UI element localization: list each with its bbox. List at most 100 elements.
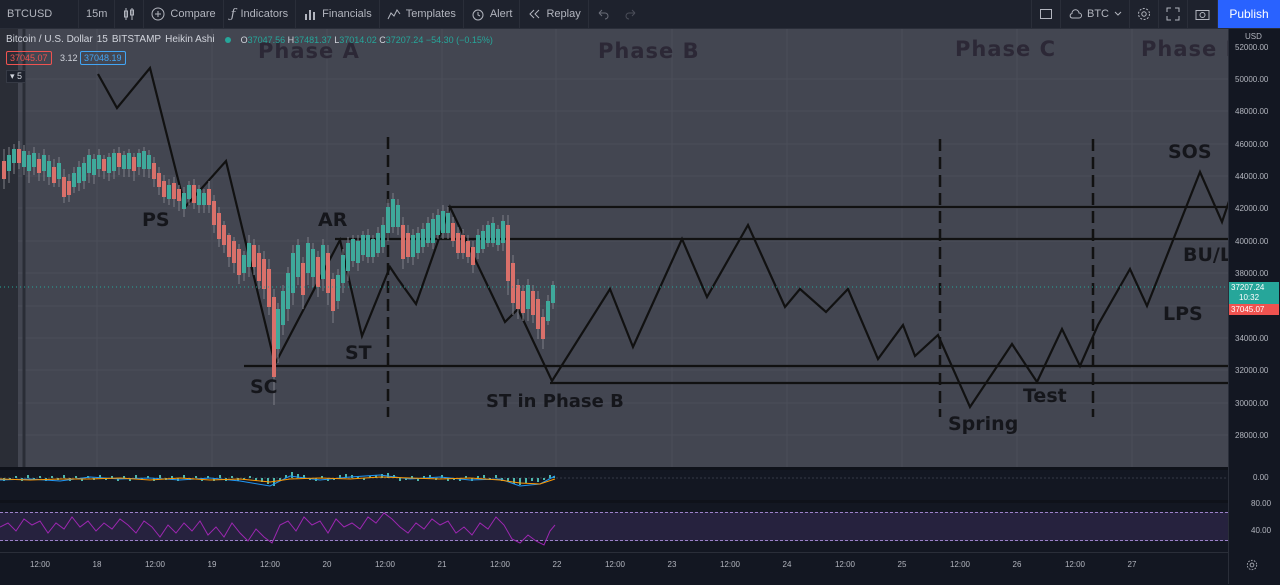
legend-exchange: BITSTAMP [111, 34, 162, 45]
spread-value: 3.12 [60, 53, 78, 63]
chart-type-button[interactable] [115, 0, 145, 28]
sos-label: SOS [1168, 141, 1212, 163]
buy-price-badge[interactable]: 37048.19 [80, 51, 126, 65]
alert-button[interactable]: Alert [464, 0, 521, 28]
phase-a-label: Phase A [258, 39, 360, 63]
price-tick: 40000.00 [1235, 237, 1269, 246]
bu-lps-label: BU/LPS [1183, 244, 1228, 266]
gear-icon [1138, 8, 1150, 20]
sell-price-badge[interactable]: 37045.07 [6, 51, 52, 65]
templates-button[interactable]: Templates [380, 0, 464, 28]
price-tick: 28000.00 [1235, 431, 1269, 440]
currency-button[interactable]: BTC [1061, 0, 1130, 28]
osc-zero-tick: 0.00 [1253, 473, 1269, 482]
phase-c-label: Phase C [955, 37, 1056, 61]
time-tick: 20 [322, 560, 332, 569]
square-icon [1040, 9, 1052, 19]
interval-button[interactable]: 15m [79, 0, 116, 28]
time-tick: 27 [1127, 560, 1137, 569]
plus-circle-icon [151, 7, 165, 21]
price-tick: 44000.00 [1235, 172, 1269, 181]
time-tick: 18 [92, 560, 102, 569]
rsi-pane[interactable] [0, 503, 1228, 552]
settings-button[interactable] [1130, 0, 1159, 28]
pane-separator[interactable] [0, 467, 1228, 470]
bar-countdown: 10:32 [1239, 293, 1260, 302]
series-legend[interactable]: Bitcoin / U.S. Dollar 15 BITSTAMP Heikin… [6, 34, 493, 45]
price-tick: 38000.00 [1235, 269, 1269, 278]
symbol-label: BTCUSD [7, 8, 53, 20]
function-icon: ƒ [230, 6, 236, 22]
price-tick: 34000.00 [1235, 334, 1269, 343]
indicators-label: Indicators [240, 8, 289, 20]
time-tick: 19 [207, 560, 217, 569]
financials-label: Financials [322, 8, 372, 20]
undo-button[interactable] [589, 0, 617, 28]
time-tick: 12:00 [1064, 560, 1086, 569]
expand-icon [1166, 7, 1180, 21]
time-tick: 21 [437, 560, 447, 569]
pane-separator-2[interactable] [0, 500, 1228, 503]
rewind-icon [529, 9, 540, 19]
main-chart-pane[interactable]: Phase A Phase B Phase C Phase D PS AR ST… [0, 29, 1228, 467]
phase-b-label: Phase B [598, 39, 700, 63]
time-tick: 24 [782, 560, 792, 569]
price-tick: 46000.00 [1235, 140, 1269, 149]
sc-label: SC [250, 376, 278, 398]
market-open-dot-icon [224, 36, 231, 43]
financials-button[interactable]: Financials [296, 0, 380, 28]
last-price-tag: 37207.24 10:32 [1229, 282, 1279, 304]
left-shade [0, 29, 18, 467]
fullscreen-layout-button[interactable] [1031, 0, 1061, 28]
currency-unit-label: USD [1245, 32, 1262, 41]
spring-label: Spring [948, 413, 1019, 435]
legend-interval: 15 [96, 34, 108, 45]
replay-button[interactable]: Replay [520, 0, 589, 28]
legend-ohlc: O37047.56 H37481.37 L37014.02 C37207.24 … [240, 34, 493, 45]
time-axis[interactable]: 12:00 18 12:00 19 12:00 20 12:00 21 12:0… [0, 552, 1228, 585]
st-label: ST [345, 342, 372, 364]
legend-style: Heikin Ashi [165, 34, 215, 45]
time-tick: 12:00 [604, 560, 626, 569]
interval-label: 15m [86, 8, 108, 20]
alarm-clock-icon [472, 9, 484, 21]
time-tick: 12:00 [834, 560, 856, 569]
ar-label: AR [318, 209, 348, 231]
wyckoff-schematic [97, 65, 1228, 410]
cloud-icon [1069, 9, 1082, 19]
rsi-low-tick: 40.00 [1251, 526, 1272, 535]
price-tick: 52000.00 [1235, 43, 1269, 52]
test-label: Test [1023, 385, 1067, 407]
snapshot-button[interactable] [1188, 0, 1218, 28]
legend-collapse-button[interactable]: ▾ 5 [6, 70, 27, 83]
time-tick: 25 [897, 560, 907, 569]
axis-settings-button[interactable] [1246, 558, 1258, 576]
price-tick: 50000.00 [1235, 75, 1269, 84]
chart-canvas [0, 29, 1228, 467]
price-tick: 32000.00 [1235, 366, 1269, 375]
macd-canvas [0, 472, 1228, 487]
time-tick: 12:00 [374, 560, 396, 569]
ps-label: PS [142, 209, 170, 231]
redo-button[interactable] [617, 0, 645, 28]
macd-pane[interactable] [0, 470, 1228, 500]
symbol-search-button[interactable]: BTCUSD [0, 0, 79, 28]
legend-title: Bitcoin / U.S. Dollar [6, 34, 93, 45]
price-tick: 42000.00 [1235, 204, 1269, 213]
time-tick: 23 [667, 560, 677, 569]
time-tick: 12:00 [719, 560, 741, 569]
compare-button[interactable]: Compare [144, 0, 224, 28]
indicators-button[interactable]: ƒ Indicators [224, 0, 297, 28]
phase-dividers [386, 137, 1095, 417]
time-tick: 12:00 [29, 560, 51, 569]
fullscreen-button[interactable] [1159, 0, 1188, 28]
price-tick: 48000.00 [1235, 107, 1269, 116]
gear-icon [1246, 559, 1258, 571]
candles [2, 141, 555, 405]
phase-d-label: Phase D [1141, 37, 1228, 61]
publish-button[interactable]: Publish [1218, 0, 1280, 28]
price-tick: 30000.00 [1235, 399, 1269, 408]
chevron-down-icon: ▾ [10, 71, 15, 81]
time-tick: 22 [552, 560, 562, 569]
rsi-band [0, 512, 1228, 541]
